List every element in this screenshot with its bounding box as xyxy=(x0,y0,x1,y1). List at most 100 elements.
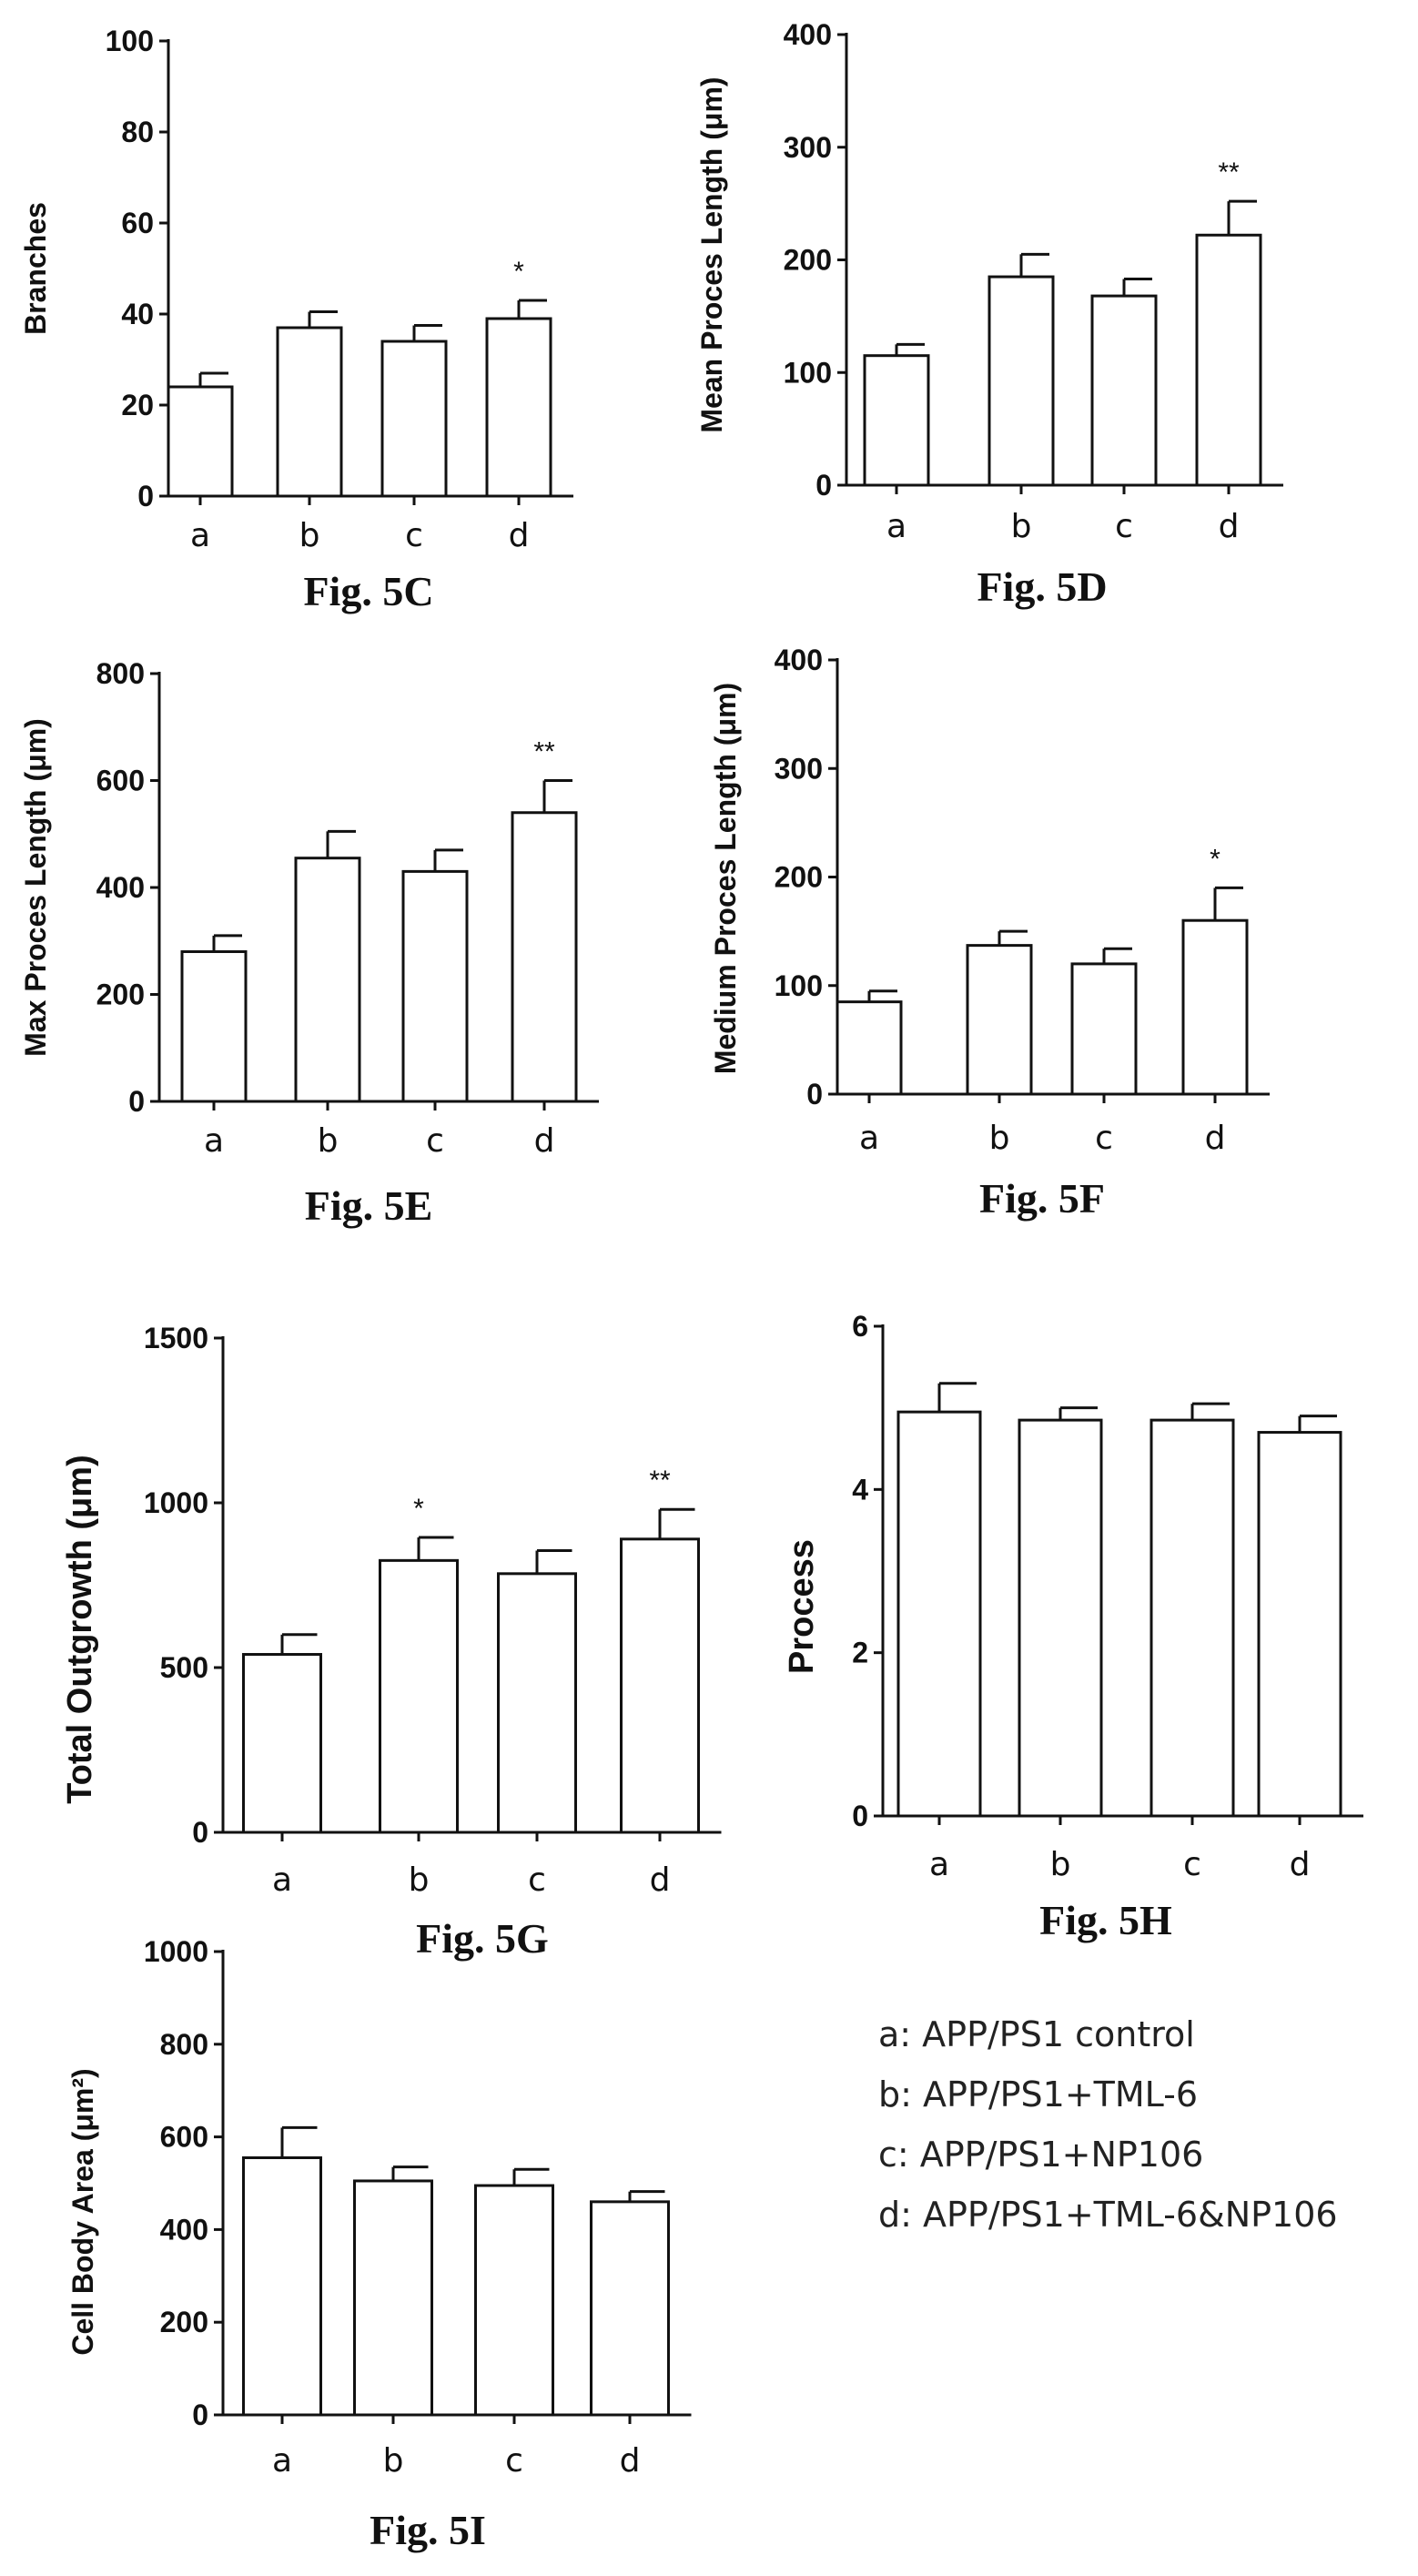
bar-b xyxy=(379,1558,459,1834)
figure-caption: Fig. 5C xyxy=(303,568,433,614)
figure-caption: Fig. 5F xyxy=(979,1175,1105,1222)
bar-a xyxy=(167,385,234,498)
y-tick-label: 200 xyxy=(784,244,832,277)
y-tick-label: 60 xyxy=(121,207,154,239)
significance-marker: ** xyxy=(1218,157,1240,188)
y-axis-label: Mean Proces Length (μm) xyxy=(695,76,728,432)
x-tick-label: a xyxy=(886,508,907,545)
figure-caption: Fig. 5D xyxy=(977,563,1107,610)
figure-caption: Fig. 5E xyxy=(305,1182,433,1229)
y-tick-label: 2 xyxy=(852,1637,868,1669)
legend: a: APP/PS1 control b: APP/PS1+TML-6 c: A… xyxy=(878,2014,1338,2235)
x-tick-label: d xyxy=(1290,1846,1311,1883)
x-tick-label: a xyxy=(859,1120,879,1157)
chart-5f: 0 100 200 300 400 a b c * d Medium Proces Length (… xyxy=(709,644,1270,1222)
x-tick-label: d xyxy=(1219,508,1240,545)
y-tick-label: 1000 xyxy=(144,1486,208,1519)
chart-5g: 0 500 1000 1500 a * b c ** d Total Outgrowth (μm) F… xyxy=(61,1322,722,1962)
y-tick-label: 600 xyxy=(96,765,145,797)
bar-c xyxy=(1070,962,1138,1096)
legend-item-c: c: APP/PS1+NP106 xyxy=(878,2135,1203,2175)
bar-a xyxy=(242,1653,322,1834)
chart-5h: 0 2 4 6 a b c d Process Fig. 5H xyxy=(783,1310,1363,1943)
x-tick-label: c xyxy=(1183,1846,1201,1883)
y-tick-label: 6 xyxy=(852,1310,868,1343)
chart-5d: 0 100 200 300 400 a b c ** d Mean Proces Length (μ… xyxy=(695,18,1283,610)
y-tick-label: 300 xyxy=(775,752,823,785)
bar-a xyxy=(180,950,248,1103)
y-tick-label: 200 xyxy=(96,979,145,1011)
y-tick-label: 800 xyxy=(96,657,145,690)
bar-a xyxy=(896,1410,982,1818)
y-tick-label: 0 xyxy=(815,469,832,502)
y-tick-label: 200 xyxy=(160,2306,208,2338)
x-tick-label: a xyxy=(929,1846,949,1883)
y-tick-label: 400 xyxy=(775,644,823,676)
y-axis-label: Total Outgrowth (μm) xyxy=(61,1455,99,1803)
bar-c xyxy=(497,1572,577,1834)
y-tick-label: 80 xyxy=(121,116,154,148)
y-axis-label: Cell Body Area (μm²) xyxy=(66,2068,99,2355)
y-tick-label: 100 xyxy=(775,969,823,1002)
y-tick-label: 20 xyxy=(121,389,154,421)
bar-c xyxy=(380,340,448,498)
bar-a xyxy=(242,2156,322,2417)
bar-d xyxy=(1257,1431,1342,1818)
y-axis-label: Process xyxy=(783,1539,821,1674)
bar-b xyxy=(1018,1418,1103,1818)
x-tick-label: b xyxy=(409,1861,430,1899)
significance-marker: ** xyxy=(649,1465,671,1496)
x-tick-label: a xyxy=(204,1122,224,1160)
bar-d xyxy=(511,811,578,1103)
y-axis-label: Branches xyxy=(19,202,52,335)
x-tick-label: d xyxy=(534,1122,555,1160)
y-tick-label: 4 xyxy=(852,1473,868,1506)
x-tick-label: b xyxy=(318,1122,339,1160)
x-tick-label: c xyxy=(405,517,423,554)
bar-b xyxy=(966,944,1033,1096)
x-tick-label: c xyxy=(528,1861,546,1899)
x-tick-label: d xyxy=(650,1861,671,1899)
bar-d xyxy=(1181,918,1249,1096)
y-tick-label: 1000 xyxy=(144,1935,208,1968)
y-tick-label: 400 xyxy=(160,2213,208,2246)
y-tick-label: 400 xyxy=(784,18,832,51)
chart-5e: 0 200 400 600 800 a b c ** d Max Proces Length (μm… xyxy=(19,657,599,1229)
bar-c xyxy=(401,869,469,1103)
figure-caption: Fig. 5G xyxy=(416,1915,549,1962)
y-tick-label: 100 xyxy=(784,356,832,389)
chart-5c: 0 20 40 60 80 100 a b c * d Branches Fig. 5C xyxy=(19,25,573,614)
x-tick-label: a xyxy=(190,517,210,554)
chart-5i: 0 200 400 600 800 1000 a b c d Cell Body Area (μm²… xyxy=(66,1935,692,2553)
x-tick-label: b xyxy=(1011,508,1032,545)
x-tick-label: a xyxy=(272,2442,292,2480)
y-tick-label: 800 xyxy=(160,2028,208,2061)
x-tick-label: b xyxy=(299,517,320,554)
figure-caption: Fig. 5H xyxy=(1039,1897,1172,1943)
x-tick-label: d xyxy=(1205,1120,1226,1157)
x-tick-label: c xyxy=(1115,508,1133,545)
bar-d xyxy=(1195,233,1262,487)
y-axis-label: Max Proces Length (μm) xyxy=(19,718,52,1057)
x-tick-label: d xyxy=(620,2442,641,2480)
significance-marker: * xyxy=(513,257,524,287)
y-tick-label: 0 xyxy=(128,1085,145,1118)
bar-d xyxy=(620,1537,700,1834)
bar-a xyxy=(863,354,930,487)
bar-a xyxy=(836,1000,903,1096)
y-tick-label: 500 xyxy=(160,1651,208,1684)
x-tick-label: b xyxy=(1050,1846,1071,1883)
x-tick-label: b xyxy=(383,2442,404,2480)
y-tick-label: 0 xyxy=(192,2399,208,2431)
y-axis-label: Medium Proces Length (μm) xyxy=(709,683,742,1074)
legend-item-d: d: APP/PS1+TML-6&NP106 xyxy=(878,2195,1338,2235)
y-tick-label: 0 xyxy=(806,1078,823,1111)
y-tick-label: 100 xyxy=(106,25,154,57)
y-tick-label: 200 xyxy=(775,861,823,894)
bar-b xyxy=(276,326,343,498)
x-tick-label: c xyxy=(1095,1120,1113,1157)
bar-c xyxy=(1150,1418,1235,1818)
significance-marker: ** xyxy=(533,737,555,767)
bar-d xyxy=(485,317,552,498)
